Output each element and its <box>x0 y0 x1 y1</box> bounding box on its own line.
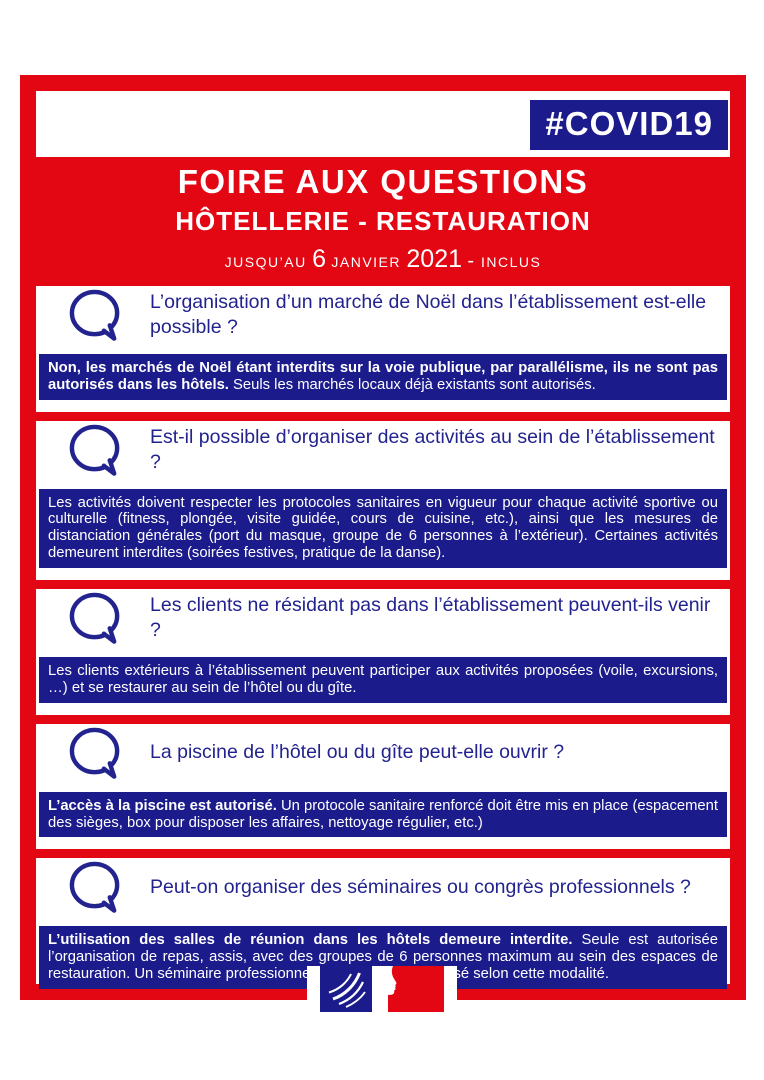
question-text: Est-il possible d’organiser des activité… <box>150 425 715 473</box>
faq-content: L’organisation d’un marché de Noël dans … <box>36 289 730 989</box>
question-text: L’organisation d’un marché de Noël dans … <box>150 290 707 338</box>
question-text: Les clients ne résidant pas dans l’établ… <box>150 594 711 641</box>
marianne-government-logo <box>307 966 457 1012</box>
question-row: Peut-on organiser des séminaires ou cong… <box>68 861 727 914</box>
speech-bubble-icon <box>68 727 125 779</box>
covid19-badge: #COVID19 <box>530 100 728 150</box>
page-title: FOIRE AUX QUESTIONS <box>177 163 589 200</box>
speech-bubble-icon <box>68 289 125 341</box>
faq-section-2: Est-il possible d’organiser des activité… <box>39 424 727 568</box>
answer-box: L’utilisation des salles de réunion dans… <box>39 926 727 989</box>
speech-bubble-icon <box>68 861 125 914</box>
answer-bold: L’utilisation des salles de réunion dans… <box>48 932 573 949</box>
answer-rest: Seuls les marchés locaux déjà existants … <box>233 376 596 393</box>
page-subtitle: HÔTELLERIE - RESTAURATION <box>175 205 591 236</box>
speech-bubble-icon <box>68 424 125 476</box>
header-band: #COVID19 <box>36 91 730 157</box>
validity-day: 6 <box>312 244 326 273</box>
section-divider <box>36 411 730 421</box>
answer-box: Non, les marchés de Noël étant interdits… <box>39 353 727 400</box>
answer-bold: Non, les marchés de Noël étant interdits… <box>48 359 718 393</box>
section-divider <box>36 579 730 589</box>
question-row: Est-il possible d’organiser des activité… <box>68 424 727 476</box>
question-row: La piscine de l’hôtel ou du gîte peut-el… <box>68 727 727 779</box>
question-text: Peut-on organiser des séminaires ou cong… <box>150 875 691 898</box>
faq-section-5: Peut-on organiser des séminaires ou cong… <box>39 861 727 989</box>
title-band: FOIRE AUX QUESTIONS HÔTELLERIE - RESTAUR… <box>36 157 730 286</box>
faq-section-4: La piscine de l’hôtel ou du gîte peut-el… <box>39 727 727 838</box>
validity-suffix: INCLUS <box>480 253 542 270</box>
answer-box: Les activités doivent respecter les prot… <box>39 488 727 568</box>
speech-bubble-icon <box>68 592 125 644</box>
section-divider <box>36 714 730 724</box>
answer-box: Les clients extérieurs à l’établissement… <box>39 656 727 703</box>
answer-rest: Les activités doivent respecter les prot… <box>48 494 718 562</box>
question-row: Les clients ne résidant pas dans l’établ… <box>68 592 727 644</box>
validity-dash: - <box>467 249 476 272</box>
question-row: L’organisation d’un marché de Noël dans … <box>68 289 727 341</box>
section-divider <box>36 849 730 859</box>
validity-year: 2021 <box>406 244 463 273</box>
red-poster-frame: #COVID19 FOIRE AUX QUESTIONS HÔTELLERIE … <box>20 75 746 1000</box>
validity-prefix: JUSQU’AU <box>224 253 307 270</box>
faq-section-1: L’organisation d’un marché de Noël dans … <box>39 289 727 400</box>
question-text: La piscine de l’hôtel ou du gîte peut-el… <box>150 741 565 764</box>
answer-rest: Un protocole sanitaire renforcé doit êtr… <box>48 797 718 831</box>
answer-box: L’accès à la piscine est autorisé. Un pr… <box>39 791 727 838</box>
answer-rest: Les clients extérieurs à l’établissement… <box>48 662 718 696</box>
answer-bold: L’accès à la piscine est autorisé. <box>48 797 277 814</box>
validity-month: JANVIER <box>331 253 401 270</box>
validity-dateline: JUSQU’AU 6 JANVIER 2021 - INCLUS <box>36 245 730 276</box>
faq-section-3: Les clients ne résidant pas dans l’établ… <box>39 592 727 703</box>
